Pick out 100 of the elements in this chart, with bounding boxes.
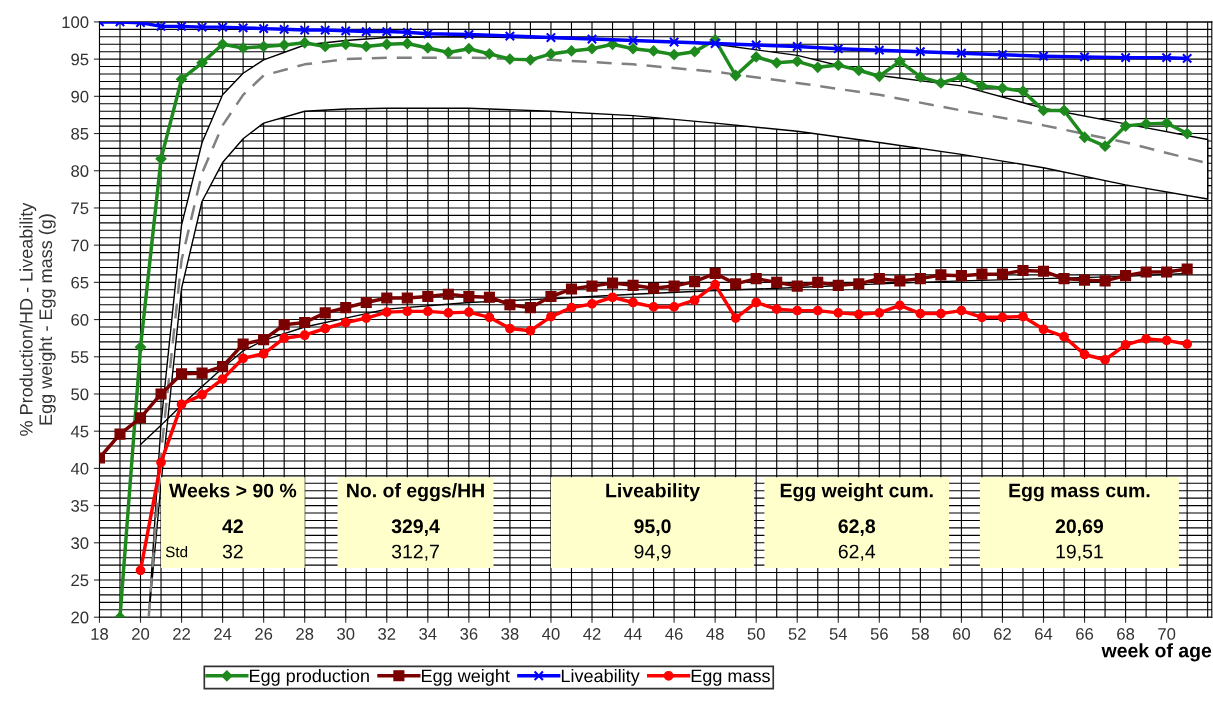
point bbox=[935, 269, 947, 281]
point bbox=[627, 35, 639, 46]
point bbox=[545, 290, 557, 303]
point bbox=[955, 270, 967, 282]
point bbox=[237, 22, 249, 34]
point bbox=[238, 353, 248, 364]
point bbox=[176, 21, 187, 32]
point bbox=[689, 295, 700, 306]
x-tick-label: 66 bbox=[1076, 628, 1094, 640]
x-tick-label: 70 bbox=[1158, 628, 1176, 640]
point bbox=[709, 267, 721, 279]
point bbox=[258, 334, 270, 346]
legend-label: Egg weight bbox=[422, 669, 510, 686]
y-tick-label: 80 bbox=[71, 165, 89, 177]
point bbox=[175, 73, 188, 85]
point bbox=[258, 348, 269, 359]
annotation: Std bbox=[165, 546, 188, 558]
x-tick-label: 30 bbox=[337, 628, 355, 640]
point bbox=[340, 25, 351, 37]
point bbox=[1141, 334, 1151, 344]
point bbox=[320, 24, 331, 36]
point bbox=[1099, 140, 1111, 152]
point bbox=[873, 70, 885, 82]
point bbox=[914, 71, 926, 83]
y-tick-label: 65 bbox=[71, 276, 89, 289]
point bbox=[196, 57, 208, 69]
x-tick-label: 56 bbox=[870, 628, 888, 640]
point bbox=[545, 48, 557, 60]
point bbox=[381, 307, 392, 317]
y-tick-label: 25 bbox=[71, 574, 89, 587]
point bbox=[915, 308, 926, 319]
point bbox=[135, 565, 146, 576]
x-tick-label: 40 bbox=[542, 628, 560, 640]
point bbox=[873, 273, 885, 285]
point bbox=[401, 292, 413, 304]
legend-label: Liveability bbox=[561, 669, 640, 686]
point bbox=[1120, 52, 1131, 63]
point bbox=[279, 333, 290, 344]
point bbox=[1120, 270, 1132, 282]
point bbox=[586, 33, 598, 45]
point bbox=[730, 278, 742, 290]
point bbox=[114, 428, 126, 440]
point bbox=[812, 276, 824, 288]
point bbox=[545, 32, 557, 43]
point bbox=[443, 308, 454, 318]
point bbox=[504, 53, 516, 65]
point bbox=[134, 412, 147, 424]
point bbox=[1181, 127, 1193, 140]
point bbox=[442, 46, 454, 59]
y-tick-label: 35 bbox=[71, 499, 89, 512]
annotation: 94,9 bbox=[634, 544, 671, 561]
point bbox=[525, 325, 536, 336]
y-tick-label: 95 bbox=[71, 53, 89, 66]
point bbox=[278, 319, 290, 331]
point bbox=[750, 39, 762, 51]
point bbox=[361, 26, 372, 37]
point bbox=[217, 21, 228, 33]
point bbox=[627, 43, 639, 55]
point bbox=[483, 291, 495, 303]
point bbox=[648, 282, 660, 294]
y-axis-title: % Production/HD - Liveability Egg weight - Egg mass (g) bbox=[19, 202, 56, 436]
point bbox=[504, 30, 516, 42]
point bbox=[689, 276, 701, 288]
y-tick-label: 100 bbox=[62, 16, 89, 29]
x-tick-label: 68 bbox=[1117, 628, 1135, 640]
y-tick-label: 90 bbox=[71, 90, 89, 103]
x-tick-label: 64 bbox=[1035, 628, 1053, 640]
y-tick-label: 30 bbox=[71, 537, 89, 549]
point bbox=[340, 317, 351, 328]
point bbox=[730, 313, 741, 323]
x-tick-label: 34 bbox=[419, 628, 437, 640]
x-tick-label: 32 bbox=[378, 628, 396, 640]
point bbox=[422, 290, 434, 303]
point bbox=[237, 42, 249, 54]
legend-label: Egg mass bbox=[691, 669, 770, 686]
point bbox=[976, 80, 988, 92]
x-tick-label: 24 bbox=[214, 628, 232, 640]
x-axis-title: week of age bbox=[1101, 643, 1212, 662]
point bbox=[750, 51, 762, 63]
annotation: 42 bbox=[222, 519, 243, 533]
x-tick-label: 18 bbox=[91, 628, 109, 640]
point bbox=[1161, 117, 1173, 129]
annotation: 95,0 bbox=[634, 519, 671, 536]
point bbox=[340, 302, 352, 314]
point bbox=[627, 279, 639, 291]
point bbox=[977, 312, 987, 323]
point bbox=[996, 268, 1009, 280]
point bbox=[997, 49, 1008, 60]
point bbox=[237, 338, 249, 350]
annotation: 19,51 bbox=[1056, 544, 1103, 561]
point bbox=[361, 313, 372, 323]
x-tick-label: 42 bbox=[583, 628, 601, 640]
x-tick-label: 36 bbox=[460, 628, 478, 640]
point bbox=[894, 55, 906, 67]
point bbox=[402, 27, 413, 38]
point bbox=[566, 302, 577, 313]
point bbox=[504, 299, 516, 311]
point bbox=[1079, 51, 1090, 63]
point bbox=[422, 306, 433, 317]
point bbox=[668, 36, 680, 48]
